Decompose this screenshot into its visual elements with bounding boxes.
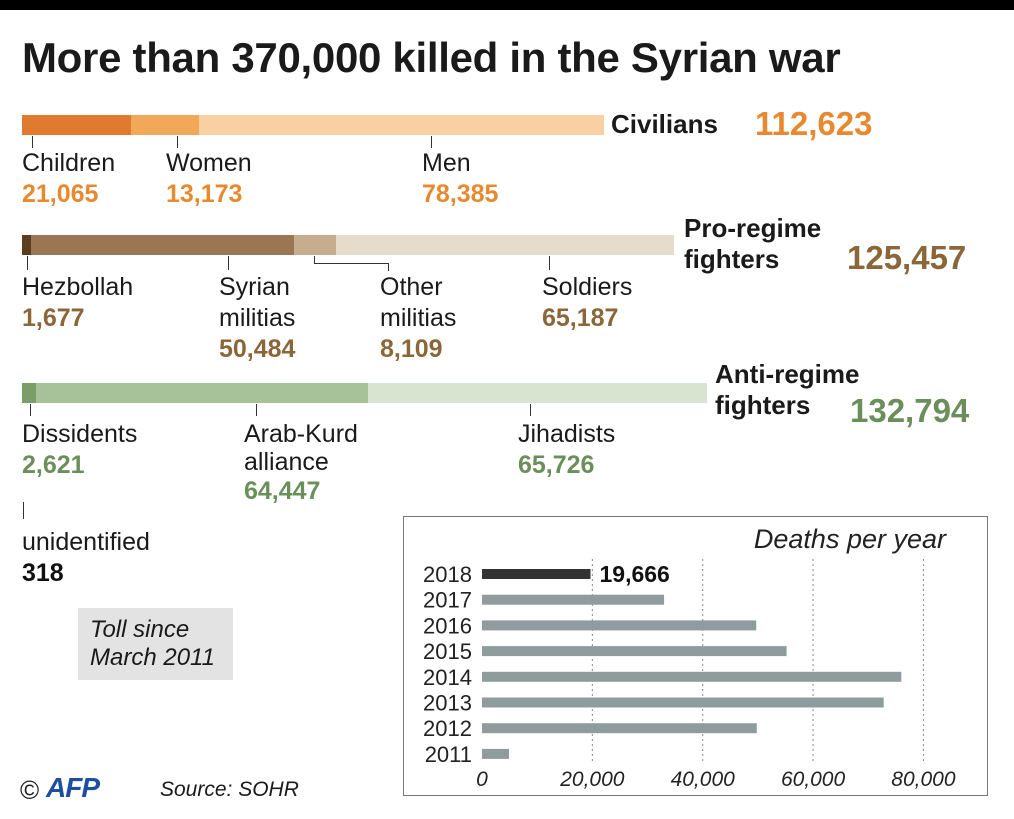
dissidents-tick	[30, 404, 31, 416]
bar-2018	[482, 569, 591, 579]
dissidents-value: 2,621	[22, 451, 85, 479]
other-militias-value: 8,109	[380, 335, 443, 363]
syrian-militias-tick	[228, 256, 229, 270]
men-tick	[431, 136, 432, 148]
civilians-women-segment	[131, 115, 199, 135]
civilians-total: 112,623	[755, 105, 873, 142]
other-militias-tick	[314, 256, 315, 264]
hezbollah-value: 1,677	[22, 304, 85, 332]
pro-regime-label-line2: fighters	[684, 244, 780, 274]
category-label: 2017	[423, 588, 472, 613]
chart-title: Deaths per year	[754, 524, 947, 554]
arab-kurd-label-line2: alliance	[244, 448, 329, 476]
syrian-militias-label-line2: militias	[219, 304, 296, 332]
anti-regime-label-line1: Anti-regime	[715, 359, 860, 389]
jihadists-value: 65,726	[518, 451, 595, 479]
pro-regime-bar	[22, 235, 674, 255]
x-tick-label: 20,000	[559, 768, 625, 791]
bar-2012	[482, 723, 757, 734]
jihadists-tick	[530, 404, 531, 416]
x-tick-label: 40,000	[671, 768, 736, 791]
other-militias-label-line1: Other	[380, 273, 443, 301]
arab-kurd-tick	[256, 404, 257, 416]
bar-2013	[482, 697, 884, 708]
category-label: 2015	[423, 639, 472, 664]
bar-2017	[482, 594, 665, 605]
other-militias-leader	[314, 263, 389, 264]
other-militias-drop	[388, 263, 389, 271]
other-militias-segment	[294, 235, 336, 255]
top-black-band	[0, 0, 1014, 10]
x-tick-label: 0	[476, 768, 488, 791]
category-label: 2013	[423, 691, 472, 716]
dissidents-label: Dissidents	[22, 420, 138, 448]
hezbollah-segment	[22, 235, 31, 255]
dissidents-segment	[22, 383, 36, 403]
source-text: Source: SOHR	[160, 778, 299, 801]
bar-2014	[482, 671, 902, 682]
arab-kurd-label-line1: Arab-Kurd	[244, 420, 358, 448]
arab-kurd-segment	[36, 383, 368, 403]
civilians-label: Civilians	[611, 109, 718, 139]
men-label: Men	[422, 149, 471, 177]
women-label: Women	[166, 149, 252, 177]
jihadists-label: Jihadists	[518, 420, 616, 448]
toll-note: Toll since March 2011	[78, 608, 233, 680]
page-title: More than 370,000 killed in the Syrian w…	[22, 34, 841, 81]
women-value: 13,173	[166, 180, 243, 208]
other-militias-label-line2: militias	[380, 304, 457, 332]
soldiers-label: Soldiers	[542, 273, 633, 301]
afp-logo: AFP	[46, 772, 100, 803]
arab-kurd-value: 64,447	[244, 477, 321, 505]
children-tick	[32, 136, 33, 148]
syrian-militias-segment	[31, 235, 294, 255]
anti-regime-bar	[22, 383, 707, 403]
bar-2015	[482, 646, 787, 657]
syrian-militias-value: 50,484	[219, 335, 296, 363]
soldiers-segment	[336, 235, 674, 255]
highlight-value-label: 19,666	[600, 561, 670, 587]
category-label: 2012	[423, 716, 472, 741]
category-label: 2016	[423, 613, 472, 638]
deaths-per-year-chart: Deaths per year 201820172016201520142013…	[423, 524, 956, 791]
syrian-militias-label-line1: Syrian	[219, 273, 290, 301]
copyright-symbol: ©	[20, 775, 40, 805]
civilians-bar	[22, 115, 604, 135]
anti-regime-total: 132,794	[850, 392, 970, 429]
hezbollah-tick	[27, 256, 28, 270]
unidentified-label: unidentified	[22, 528, 150, 556]
deaths-per-year-panel: Deaths per year 2018 2017 2016 2015 2014 2013…	[403, 516, 988, 796]
pro-regime-label-line1: Pro-regime	[684, 213, 822, 243]
pro-regime-total: 125,457	[847, 239, 967, 276]
civilians-men-segment	[199, 115, 604, 135]
soldiers-value: 65,187	[542, 304, 619, 332]
jihadists-segment	[368, 383, 707, 403]
men-value: 78,385	[422, 180, 499, 208]
children-value: 21,065	[22, 180, 99, 208]
bar-2011	[482, 748, 510, 759]
unidentified-value: 318	[22, 559, 64, 587]
category-label: 2011	[425, 742, 472, 767]
x-tick-label: 80,000	[891, 768, 956, 791]
soldiers-tick	[549, 256, 550, 270]
category-label: 2018	[423, 562, 472, 587]
children-label: Children	[22, 149, 116, 177]
civilians-children-segment	[22, 115, 131, 135]
category-label: 2014	[423, 665, 472, 690]
unidentified-tick	[23, 502, 24, 519]
toll-note-line1: Toll since	[90, 616, 190, 643]
toll-note-line2: March 2011	[90, 644, 215, 671]
anti-regime-label-line2: fighters	[715, 390, 811, 420]
hezbollah-label: Hezbollah	[22, 273, 134, 301]
x-tick-label: 60,000	[781, 768, 846, 791]
women-tick	[177, 136, 178, 148]
bar-2016	[482, 620, 757, 631]
